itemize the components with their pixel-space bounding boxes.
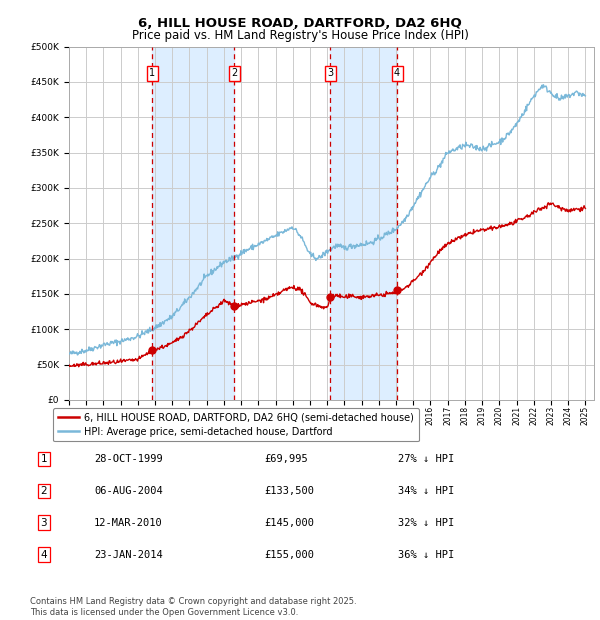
Text: 27% ↓ HPI: 27% ↓ HPI [398,454,455,464]
Text: Contains HM Land Registry data © Crown copyright and database right 2025.
This d: Contains HM Land Registry data © Crown c… [30,598,356,617]
Bar [152,46,234,400]
Text: 36% ↓ HPI: 36% ↓ HPI [398,549,455,559]
Text: £69,995: £69,995 [265,454,308,464]
Text: 2: 2 [231,68,237,78]
Legend: 6, HILL HOUSE ROAD, DARTFORD, DA2 6HQ (semi-detached house), HPI: Average price,: 6, HILL HOUSE ROAD, DARTFORD, DA2 6HQ (s… [53,408,419,441]
Text: £155,000: £155,000 [265,549,314,559]
Text: 1: 1 [41,454,47,464]
Bar [331,46,397,400]
Text: 28-OCT-1999: 28-OCT-1999 [94,454,163,464]
Text: £145,000: £145,000 [265,518,314,528]
Text: 1: 1 [149,68,155,78]
Text: Price paid vs. HM Land Registry's House Price Index (HPI): Price paid vs. HM Land Registry's House … [131,29,469,42]
Text: 12-MAR-2010: 12-MAR-2010 [94,518,163,528]
Text: £133,500: £133,500 [265,486,314,496]
Text: 23-JAN-2014: 23-JAN-2014 [94,549,163,559]
Text: 3: 3 [41,518,47,528]
Text: 4: 4 [394,68,400,78]
Text: 4: 4 [41,549,47,559]
Text: 34% ↓ HPI: 34% ↓ HPI [398,486,455,496]
Text: 6, HILL HOUSE ROAD, DARTFORD, DA2 6HQ: 6, HILL HOUSE ROAD, DARTFORD, DA2 6HQ [138,17,462,30]
Text: 3: 3 [328,68,334,78]
Text: 32% ↓ HPI: 32% ↓ HPI [398,518,455,528]
Text: 2: 2 [41,486,47,496]
Text: 06-AUG-2004: 06-AUG-2004 [94,486,163,496]
